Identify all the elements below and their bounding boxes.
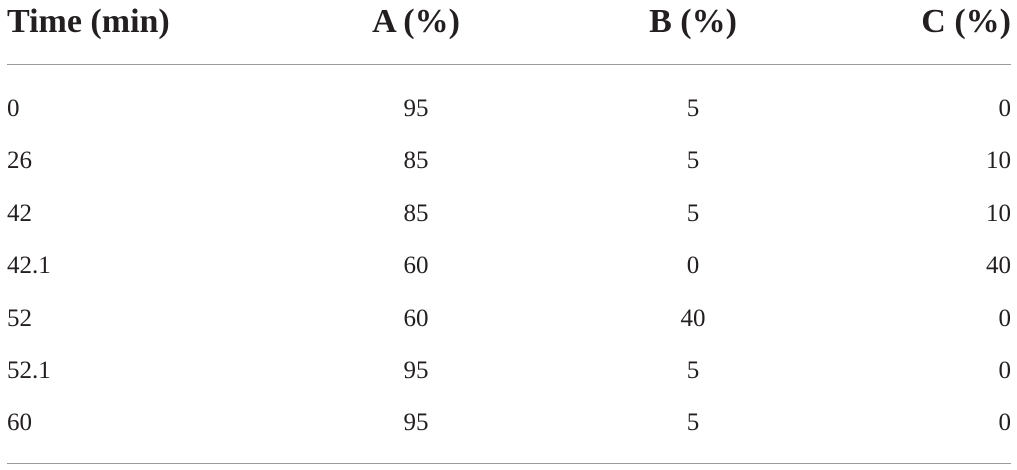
header-c: C (%) [921,3,1011,40]
cell-b: 5 [686,200,700,227]
header-b: B (%) [649,3,737,40]
cell-a: 95 [403,409,429,436]
cell-c: 0 [998,357,1012,384]
cell-a: 95 [403,95,429,122]
table-bottom-rule [7,463,1011,464]
table-row: 42 85 5 10 [0,199,1017,235]
cell-b: 0 [686,252,700,279]
cell-time: 42 [7,200,32,227]
cell-time: 0 [7,95,20,122]
cell-time: 52 [7,305,32,332]
header-time: Time (min) [7,3,170,40]
header-a: A (%) [372,3,460,40]
cell-c: 10 [986,147,1011,174]
header-divider [7,64,1011,65]
cell-c: 10 [986,200,1011,227]
cell-time: 52.1 [7,357,51,384]
cell-c: 0 [998,409,1012,436]
cell-c: 40 [986,252,1011,279]
cell-time: 60 [7,409,32,436]
cell-c: 0 [998,305,1012,332]
cell-b: 5 [686,95,700,122]
cell-c: 0 [998,95,1012,122]
table-row: 42.1 60 0 40 [0,251,1017,287]
table-row: 52.1 95 5 0 [0,356,1017,392]
table-header-row: Time (min) A (%) B (%) C (%) [0,0,1017,48]
cell-time: 42.1 [7,252,51,279]
cell-b: 5 [686,147,700,174]
cell-a: 60 [403,252,429,279]
cell-a: 85 [403,200,429,227]
cell-b: 5 [686,409,700,436]
table-row: 0 95 5 0 [0,94,1017,130]
cell-b: 5 [686,357,700,384]
table-row: 26 85 5 10 [0,146,1017,182]
cell-a: 60 [403,305,429,332]
table-row: 60 95 5 0 [0,408,1017,444]
cell-b: 40 [680,305,706,332]
cell-a: 85 [403,147,429,174]
table-row: 52 60 40 0 [0,304,1017,340]
cell-a: 95 [403,357,429,384]
cell-time: 26 [7,147,32,174]
